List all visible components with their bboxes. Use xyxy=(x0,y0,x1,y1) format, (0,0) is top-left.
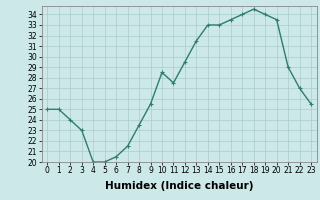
X-axis label: Humidex (Indice chaleur): Humidex (Indice chaleur) xyxy=(105,181,253,191)
